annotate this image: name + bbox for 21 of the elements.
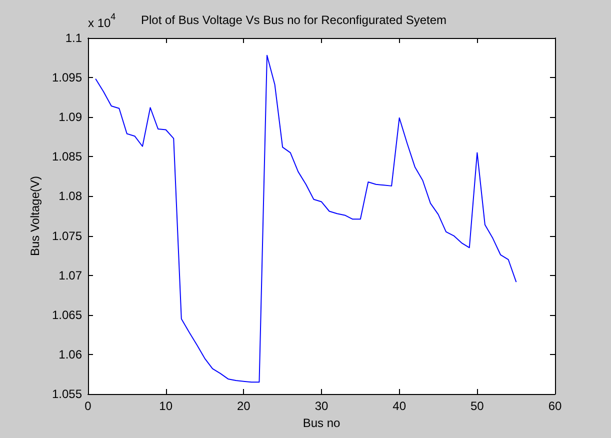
x-tick-label: 10 [159, 399, 173, 413]
x-axis-title: Bus no [302, 416, 341, 430]
x-tick-label: 50 [470, 399, 484, 413]
x-tick-label: 40 [392, 399, 406, 413]
y-tick-label: 1.07 [58, 268, 82, 282]
x-tick-label: 30 [314, 399, 328, 413]
y-tick-label: 1.095 [52, 70, 82, 85]
y-tick-label: 1.085 [52, 150, 82, 164]
y-tick-label: 1.055 [52, 387, 82, 401]
y-tick-label: 1.065 [52, 308, 82, 322]
y-tick-label: 1.1 [65, 31, 82, 45]
chart-title: Plot of Bus Voltage Vs Bus no for Reconfigurated Syetem [141, 13, 447, 27]
y-tick-label: 1.075 [52, 228, 82, 243]
x-tick-label: 20 [236, 399, 251, 413]
y-axis-title: Bus Voltage(V) [28, 176, 42, 256]
y-tick-label: 1.06 [58, 347, 82, 362]
y-tick-label: 1.09 [58, 110, 82, 124]
x-tick-label: 60 [548, 399, 562, 413]
x-tick-label: 0 [84, 399, 92, 413]
line-series [95, 54, 517, 383]
y-tick-label: 1.08 [58, 189, 82, 204]
